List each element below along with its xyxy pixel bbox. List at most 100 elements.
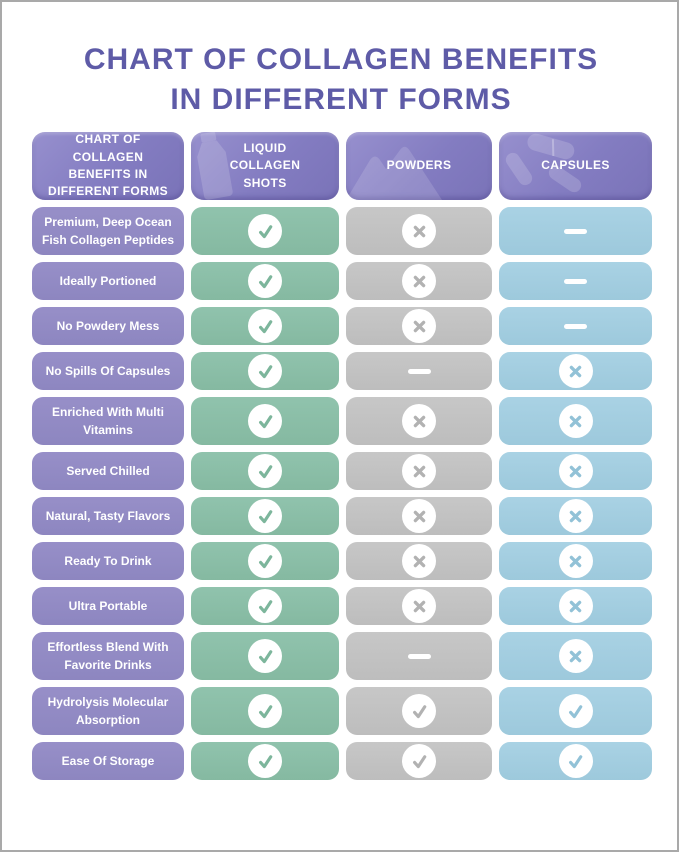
column-header-liquid-collagen-shots: LIQUID COLLAGEN SHOTS bbox=[191, 132, 339, 200]
table-cell-check bbox=[191, 352, 339, 390]
title-line-1: CHART OF COLLAGEN BENEFITS bbox=[83, 43, 599, 76]
table-cell-check bbox=[191, 497, 339, 535]
cross-icon bbox=[558, 544, 593, 578]
cross-icon bbox=[558, 354, 593, 388]
table-cell-cross bbox=[346, 207, 492, 255]
table-cell-check bbox=[191, 207, 339, 255]
check-icon bbox=[248, 309, 282, 343]
table-cell-check bbox=[191, 587, 339, 625]
page-title: CHART OF COLLAGEN BENEFITS IN DIFFERENT … bbox=[32, 40, 650, 120]
row-label: Ready To Drink bbox=[32, 542, 184, 580]
check-icon bbox=[248, 589, 282, 623]
table-cell-check bbox=[346, 687, 492, 735]
dash-icon bbox=[564, 228, 587, 234]
row-label: Hydrolysis Molecular Absorption bbox=[32, 687, 184, 735]
row-label: Enriched With Multi Vitamins bbox=[32, 397, 184, 445]
table-cell-dash bbox=[499, 307, 652, 345]
table-cell-check bbox=[191, 262, 339, 300]
comparison-table: CHART OF COLLAGEN BENEFITS IN DIFFERENT … bbox=[32, 132, 652, 780]
table-cell-cross bbox=[346, 452, 492, 490]
powder-pile-icon bbox=[346, 144, 446, 200]
table-cell-cross bbox=[499, 632, 652, 680]
dash-icon bbox=[564, 278, 587, 284]
column-header-label: POWDERS bbox=[386, 158, 452, 173]
table-cell-cross bbox=[346, 307, 492, 345]
table-cell-cross bbox=[346, 587, 492, 625]
capsules-icon bbox=[499, 132, 591, 200]
check-icon bbox=[248, 544, 282, 578]
dash-icon bbox=[407, 368, 431, 374]
table-cell-check bbox=[191, 632, 339, 680]
check-icon bbox=[248, 214, 282, 248]
table-cell-dash bbox=[346, 632, 492, 680]
table-cell-check bbox=[191, 397, 339, 445]
row-label: Ultra Portable bbox=[32, 587, 184, 625]
column-header-label: CAPSULES bbox=[541, 158, 610, 173]
table-cell-cross bbox=[346, 262, 492, 300]
cross-icon bbox=[402, 264, 436, 298]
row-label: Natural, Tasty Flavors bbox=[32, 497, 184, 535]
check-icon bbox=[402, 694, 436, 728]
cross-icon bbox=[402, 404, 436, 438]
cross-icon bbox=[558, 499, 593, 533]
row-label: Ease Of Storage bbox=[32, 742, 184, 780]
check-icon bbox=[248, 404, 282, 438]
check-icon bbox=[248, 499, 282, 533]
row-label: Ideally Portioned bbox=[32, 262, 184, 300]
check-icon bbox=[248, 639, 282, 673]
table-cell-dash bbox=[499, 207, 652, 255]
cross-icon bbox=[558, 589, 593, 623]
table-cell-cross bbox=[346, 397, 492, 445]
cross-icon bbox=[402, 214, 436, 248]
table-cell-cross bbox=[499, 452, 652, 490]
dash-icon bbox=[407, 653, 431, 659]
cross-icon bbox=[558, 454, 593, 488]
column-header-capsules: CAPSULES bbox=[499, 132, 652, 200]
table-cell-cross bbox=[499, 397, 652, 445]
table-cell-dash bbox=[346, 352, 492, 390]
cross-icon bbox=[402, 589, 436, 623]
corner-header-label: CHART OF COLLAGEN BENEFITS IN DIFFERENT … bbox=[48, 132, 168, 199]
table-cell-check bbox=[191, 452, 339, 490]
column-header-powders: POWDERS bbox=[346, 132, 492, 200]
table-cell-cross bbox=[499, 497, 652, 535]
check-icon bbox=[558, 744, 593, 778]
row-label: Served Chilled bbox=[32, 452, 184, 490]
cross-icon bbox=[402, 309, 436, 343]
table-cell-check bbox=[191, 307, 339, 345]
check-icon bbox=[248, 694, 282, 728]
table-cell-cross bbox=[499, 587, 652, 625]
cross-icon bbox=[402, 499, 436, 533]
column-header-label: LIQUID COLLAGEN SHOTS bbox=[229, 140, 301, 190]
row-label: No Powdery Mess bbox=[32, 307, 184, 345]
table-cell-check bbox=[191, 687, 339, 735]
table-cell-check bbox=[191, 542, 339, 580]
row-label: Premium, Deep Ocean Fish Collagen Peptid… bbox=[32, 207, 184, 255]
table-cell-cross bbox=[346, 497, 492, 535]
title-line-2: IN DIFFERENT FORMS bbox=[170, 83, 512, 116]
cross-icon bbox=[402, 454, 436, 488]
cross-icon bbox=[402, 544, 436, 578]
dash-icon bbox=[564, 323, 587, 329]
check-icon bbox=[248, 264, 282, 298]
row-label: Effortless Blend With Favorite Drinks bbox=[32, 632, 184, 680]
table-cell-check bbox=[346, 742, 492, 780]
check-icon bbox=[248, 354, 282, 388]
table-cell-check bbox=[499, 742, 652, 780]
table-cell-cross bbox=[499, 542, 652, 580]
table-cell-dash bbox=[499, 262, 652, 300]
bottle-icon bbox=[191, 132, 239, 200]
table-cell-check bbox=[191, 742, 339, 780]
check-icon bbox=[248, 454, 282, 488]
table-cell-cross bbox=[499, 352, 652, 390]
check-icon bbox=[248, 744, 282, 778]
cross-icon bbox=[558, 404, 593, 438]
table-cell-check bbox=[499, 687, 652, 735]
table-corner-header: CHART OF COLLAGEN BENEFITS IN DIFFERENT … bbox=[32, 132, 184, 200]
check-icon bbox=[402, 744, 436, 778]
row-label: No Spills Of Capsules bbox=[32, 352, 184, 390]
check-icon bbox=[558, 694, 593, 728]
table-cell-cross bbox=[346, 542, 492, 580]
cross-icon bbox=[558, 639, 593, 673]
